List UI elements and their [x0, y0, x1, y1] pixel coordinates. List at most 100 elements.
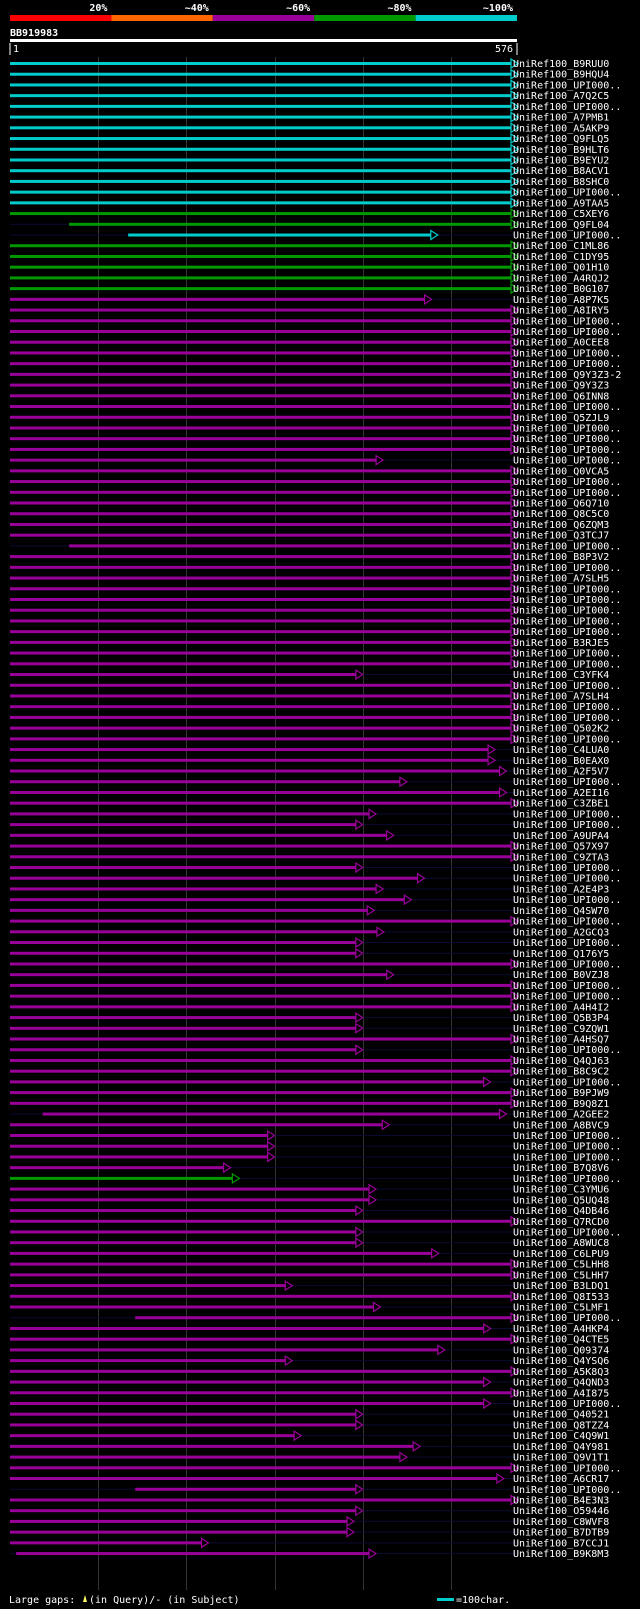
hit-label[interactable]: UniRef100_A2GCQ3 — [513, 927, 609, 938]
hit-label[interactable]: UniRef100_UPI000.. — [513, 456, 621, 467]
hit-row[interactable]: UniRef100_B4E3N3 — [10, 1494, 609, 1506]
hit-label[interactable]: UniRef100_A5K8Q3 — [513, 1367, 609, 1378]
hit-label[interactable]: UniRef100_B7Q8V6 — [513, 1163, 609, 1174]
hit-row[interactable]: UniRef100_B7DTB9 — [10, 1526, 609, 1539]
hit-label[interactable]: UniRef100_Q502K2 — [513, 724, 609, 735]
hit-row[interactable]: UniRef100_UPI000.. — [10, 347, 621, 359]
hit-row[interactable]: UniRef100_UPI000.. — [10, 936, 621, 949]
hit-label[interactable]: UniRef100_B9RUU0 — [513, 59, 609, 70]
hit-label[interactable]: UniRef100_C5LHH7 — [513, 1270, 609, 1281]
hit-label[interactable]: UniRef100_UPI000.. — [513, 1463, 621, 1474]
hit-row[interactable]: UniRef100_Q5ZJL9 — [10, 411, 609, 424]
hit-row[interactable]: UniRef100_UPI000.. — [10, 358, 621, 370]
hit-row[interactable]: UniRef100_C1DY95 — [10, 250, 609, 263]
hit-label[interactable]: UniRef100_Q7RCD0 — [513, 1217, 609, 1228]
hit-row[interactable]: UniRef100_B3LDQ1 — [10, 1279, 609, 1292]
hit-row[interactable]: UniRef100_A7PMB1 — [10, 111, 609, 124]
hit-row[interactable]: UniRef100_A8P7K5 — [10, 293, 609, 306]
hit-label[interactable]: UniRef100_UPI000.. — [513, 981, 621, 992]
hit-label[interactable]: UniRef100_UPI000.. — [513, 1485, 621, 1496]
hit-row[interactable]: UniRef100_UPI000.. — [10, 475, 621, 488]
hit-row[interactable]: UniRef100_UPI000.. — [10, 979, 621, 992]
hit-label[interactable]: UniRef100_UPI000.. — [513, 359, 621, 370]
hit-row[interactable]: UniRef100_UPI000.. — [10, 894, 621, 906]
hit-label[interactable]: UniRef100_UPI000.. — [513, 584, 621, 595]
hit-row[interactable]: UniRef100_A8IRY5 — [10, 304, 609, 317]
hit-row[interactable]: UniRef100_A7SLH4 — [10, 690, 609, 702]
hit-row[interactable]: UniRef100_Q3TCJ7 — [10, 529, 609, 542]
hit-row[interactable]: UniRef100_UPI000.. — [10, 711, 621, 724]
hit-label[interactable]: UniRef100_UPI000.. — [513, 402, 621, 413]
hit-row[interactable]: UniRef100_UPI000.. — [10, 593, 621, 606]
hit-row[interactable]: UniRef100_UPI000.. — [10, 647, 621, 660]
hit-row[interactable]: UniRef100_Q40521 — [10, 1408, 609, 1421]
hit-row[interactable]: UniRef100_UPI000.. — [10, 325, 621, 338]
hit-row[interactable]: UniRef100_C4Q9W1 — [10, 1430, 609, 1442]
hit-label[interactable]: UniRef100_UPI000.. — [513, 445, 621, 456]
hit-row[interactable]: UniRef100_C3ZBE1 — [10, 797, 609, 810]
hit-label[interactable]: UniRef100_UPI000.. — [513, 1227, 621, 1238]
hit-row[interactable]: UniRef100_Q4DB46 — [10, 1204, 609, 1217]
hit-row[interactable]: UniRef100_Q6INN8 — [10, 390, 609, 402]
hit-row[interactable]: UniRef100_C5XEY6 — [10, 207, 609, 220]
hit-label[interactable]: UniRef100_UPI000.. — [513, 541, 621, 552]
hit-row[interactable]: UniRef100_UPI000.. — [10, 1226, 621, 1238]
hit-label[interactable]: UniRef100_A4HSQ7 — [513, 1035, 609, 1046]
hit-label[interactable]: UniRef100_UPI000.. — [513, 713, 621, 724]
hit-row[interactable]: UniRef100_A5K8Q3 — [10, 1365, 609, 1378]
hit-label[interactable]: UniRef100_Q01H10 — [513, 263, 609, 274]
hit-label[interactable]: UniRef100_A2E4P3 — [513, 884, 609, 895]
hit-row[interactable]: UniRef100_C3YFK4 — [10, 668, 609, 681]
hit-row[interactable]: UniRef100_UPI000.. — [10, 79, 621, 91]
hit-row[interactable]: UniRef100_UPI000.. — [10, 776, 621, 788]
hit-row[interactable]: UniRef100_C3YMU6 — [10, 1183, 609, 1196]
hit-label[interactable]: UniRef100_A8BVC9 — [513, 1120, 609, 1131]
hit-label[interactable]: UniRef100_UPI000.. — [513, 231, 621, 242]
hit-row[interactable]: UniRef100_A2E4P3 — [10, 883, 609, 895]
hit-row[interactable]: UniRef100_B9PJW9 — [10, 1087, 609, 1099]
hit-label[interactable]: UniRef100_A4H4I2 — [513, 1002, 609, 1013]
hit-row[interactable]: UniRef100_Q6Q710 — [10, 497, 609, 510]
hit-row[interactable]: UniRef100_A4H4I2 — [10, 1001, 609, 1013]
hit-label[interactable]: UniRef100_UPI000.. — [513, 488, 621, 499]
hit-row[interactable]: UniRef100_UPI000.. — [10, 422, 621, 434]
hit-label[interactable]: UniRef100_B3RJE5 — [513, 638, 609, 649]
hit-label[interactable]: UniRef100_B0VZJ8 — [513, 970, 609, 981]
hit-row[interactable]: UniRef100_A9UPA4 — [10, 829, 609, 842]
hit-label[interactable]: UniRef100_Q9V1T1 — [513, 1453, 609, 1464]
hit-label[interactable]: UniRef100_Q9Y3Z3-2 — [513, 370, 621, 381]
hit-label[interactable]: UniRef100_Q8C5C0 — [513, 509, 609, 520]
hit-row[interactable]: UniRef100_C8WVF8 — [10, 1515, 609, 1528]
hit-row[interactable]: UniRef100_Q4CTE5 — [10, 1333, 609, 1346]
hit-label[interactable]: UniRef100_UPI000.. — [513, 938, 621, 949]
hit-row[interactable]: UniRef100_C9ZTA3 — [10, 851, 609, 863]
hit-label[interactable]: UniRef100_UPI000.. — [513, 917, 621, 928]
hit-label[interactable]: UniRef100_UPI000.. — [513, 327, 621, 338]
hit-row[interactable]: UniRef100_UPI000.. — [10, 1140, 621, 1153]
hit-label[interactable]: UniRef100_UPI000.. — [513, 477, 621, 488]
hit-row[interactable]: UniRef100_UPI000.. — [10, 561, 621, 574]
hit-row[interactable]: UniRef100_UPI000.. — [10, 872, 621, 885]
hit-label[interactable]: UniRef100_C4LUA0 — [513, 745, 609, 756]
hit-row[interactable]: UniRef100_A7Q2C5 — [10, 90, 609, 102]
hit-label[interactable]: UniRef100_UPI000.. — [513, 188, 621, 199]
hit-row[interactable]: UniRef100_Q9FL04 — [10, 218, 609, 231]
hit-label[interactable]: UniRef100_UPI000.. — [513, 959, 621, 970]
hit-row[interactable]: UniRef100_C6LPU9 — [10, 1247, 609, 1260]
hit-label[interactable]: UniRef100_B4E3N3 — [513, 1495, 609, 1506]
hit-row[interactable]: UniRef100_UPI000.. — [10, 1483, 621, 1496]
hit-label[interactable]: UniRef100_Q4SW70 — [513, 906, 609, 917]
hit-row[interactable]: UniRef100_A4HSQ7 — [10, 1033, 609, 1046]
hit-label[interactable]: UniRef100_C3YMU6 — [513, 1185, 609, 1196]
hit-label[interactable]: UniRef100_Q5B3P4 — [513, 1013, 609, 1024]
hit-row[interactable]: UniRef100_UPI000.. — [10, 540, 621, 552]
hit-row[interactable]: UniRef100_UPI000.. — [10, 400, 621, 413]
hit-label[interactable]: UniRef100_B9Q8Z1 — [513, 1099, 609, 1110]
hit-row[interactable]: UniRef100_UPI000.. — [10, 990, 621, 1003]
hit-label[interactable]: UniRef100_Q4YSQ6 — [513, 1356, 609, 1367]
hit-row[interactable]: UniRef100_Q8TZZ4 — [10, 1419, 609, 1431]
hit-label[interactable]: UniRef100_UPI000.. — [513, 102, 621, 113]
hit-label[interactable]: UniRef100_Q6ZQM3 — [513, 520, 609, 531]
hit-row[interactable]: UniRef100_UPI000.. — [10, 1151, 621, 1163]
hit-label[interactable]: UniRef100_Q0VCA5 — [513, 466, 609, 477]
